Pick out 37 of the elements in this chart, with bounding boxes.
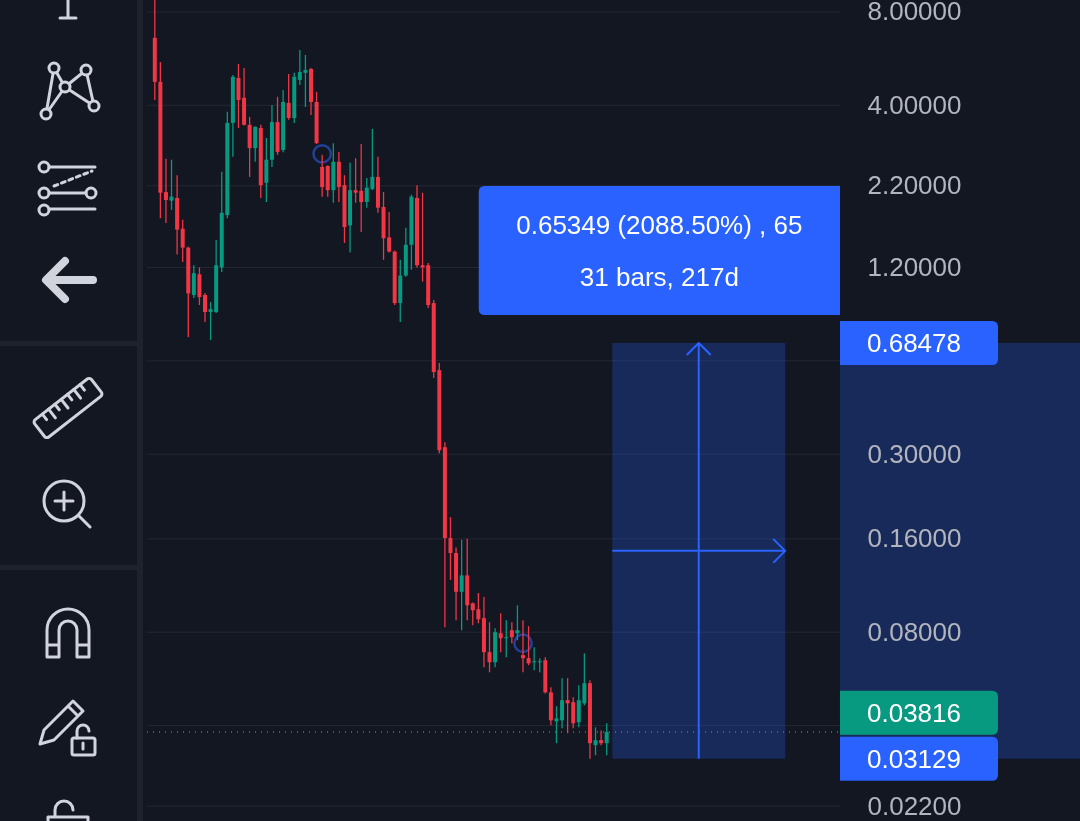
candlestick [163,158,168,224]
y-tick-label: 8.00000 [867,0,962,27]
candlestick [509,621,514,644]
text: 0.03129 [867,743,961,774]
candlestick [264,137,269,203]
candlestick [515,604,520,641]
annotation: 31 bars, 217d [579,262,739,293]
candlestick [504,619,509,658]
candlestick [599,729,604,746]
text: 0.68478 [867,328,961,359]
candlestick [286,73,291,121]
candlestick [498,612,503,653]
candlestick [253,125,258,163]
y-tick-label: 0.08000 [867,616,962,647]
candlestick [247,116,252,178]
candlestick [180,219,185,263]
candlestick [448,516,453,581]
y-tick-label: 0.02200 [867,790,962,821]
candlestick [203,292,207,323]
candlestick [459,539,464,631]
candlestick [320,154,325,198]
candlestick [532,646,537,671]
y-tick-label: 4.00000 [867,89,962,120]
candlestick [191,264,196,299]
y-tick-label: 2.20000 [867,170,962,201]
candlestick [487,621,492,673]
y-tick-label: 1.20000 [867,251,962,282]
y-tick-label: 0.16000 [867,523,962,554]
candlestick [526,625,531,666]
candlestick [197,266,202,306]
candlestick [169,159,174,211]
candlestick [560,677,565,729]
ref-line-label: 0.03816 [867,697,961,728]
annotation: 0.65349 (2088.50%) , 65 [516,210,803,241]
y-tick-label: 0.30000 [867,438,962,469]
candlestick [521,619,525,673]
candlestick [236,63,241,129]
